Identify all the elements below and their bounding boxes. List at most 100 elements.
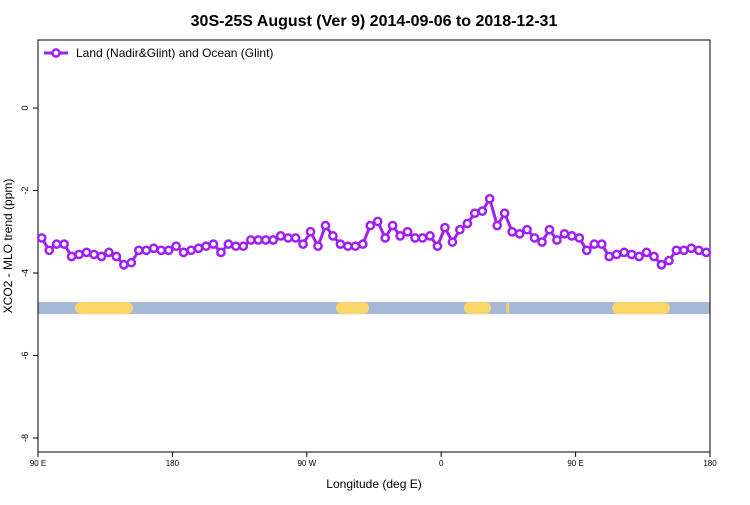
series-marker (193, 243, 204, 254)
chart-title: 30S-25S August (Ver 9) 2014-09-06 to 201… (191, 13, 558, 30)
series-marker (686, 243, 697, 254)
series-marker (305, 226, 316, 237)
series-marker (462, 218, 473, 229)
series-marker (432, 241, 443, 252)
series-marker (611, 249, 622, 260)
series-marker (664, 255, 674, 266)
series-marker (320, 220, 331, 231)
series-marker (499, 208, 510, 219)
series-marker (201, 241, 211, 252)
series-marker (216, 247, 226, 258)
x-tick-label: 90 E (30, 459, 46, 468)
series-marker (537, 237, 547, 247)
series-marker (44, 245, 55, 256)
series-marker (395, 231, 405, 241)
series-marker (596, 239, 607, 249)
x-tick-label: 90 W (297, 459, 316, 468)
series-marker (268, 235, 279, 245)
series-marker (253, 235, 264, 245)
y-tick-label: -2 (20, 187, 30, 195)
y-tick-label: -8 (20, 434, 30, 442)
series-marker (335, 239, 346, 249)
series-marker (417, 233, 428, 243)
series-marker (402, 226, 413, 237)
series-marker (357, 239, 368, 249)
series-marker (313, 241, 323, 252)
series-marker (589, 239, 600, 249)
series-marker (163, 245, 174, 256)
series-marker (111, 251, 122, 262)
series-marker (223, 239, 234, 249)
land-segment (464, 302, 492, 315)
series-marker (245, 235, 256, 245)
series-marker (141, 245, 152, 256)
series-marker (74, 249, 84, 260)
series-marker (619, 247, 629, 258)
series-marker (133, 245, 144, 256)
series-marker (469, 208, 480, 219)
series-marker (484, 193, 495, 204)
series-marker (51, 239, 62, 249)
series-marker (410, 233, 420, 243)
series-marker (231, 241, 241, 252)
x-tick-label: 180 (703, 459, 717, 468)
legend-marker (51, 48, 61, 58)
series-marker (238, 241, 249, 252)
series-marker (544, 224, 555, 235)
series-marker (350, 241, 361, 252)
series-marker (492, 220, 503, 231)
series-marker (66, 251, 77, 262)
series-marker (380, 233, 391, 243)
series-marker (81, 247, 92, 258)
legend-label: Land (Nadir&Glint) and Ocean (Glint) (76, 46, 273, 60)
x-tick-label: 90 E (567, 459, 583, 468)
series-marker (671, 245, 682, 256)
series-marker (634, 251, 644, 262)
x-tick-label: 180 (166, 459, 180, 468)
land-segment (75, 302, 133, 315)
series-marker (96, 251, 107, 262)
series-marker (440, 222, 450, 233)
y-axis-label: XCO2 - MLO trend (ppm) (1, 179, 15, 314)
series-marker (208, 239, 219, 249)
y-tick-label: -4 (20, 269, 30, 277)
series-marker (148, 243, 159, 254)
series-marker (604, 251, 615, 262)
series-marker (626, 249, 637, 260)
series-marker (119, 259, 129, 270)
series-marker (447, 237, 458, 247)
ocean-band (38, 302, 710, 315)
series-marker (656, 259, 667, 270)
x-axis-label: Longitude (deg E) (326, 477, 421, 491)
series-marker (298, 239, 308, 249)
series-marker (178, 247, 189, 258)
y-tick-label: 0 (20, 106, 30, 111)
series-marker (641, 247, 652, 258)
series-marker (552, 235, 562, 245)
series-marker (649, 251, 659, 262)
plot-frame (37, 39, 711, 453)
series-marker (89, 249, 99, 260)
series-marker (156, 245, 167, 256)
series-marker (275, 231, 286, 241)
series-marker (425, 231, 435, 241)
series-marker (343, 241, 353, 252)
series-marker (581, 245, 592, 256)
series-marker (290, 233, 301, 243)
series-marker (186, 245, 196, 256)
series-marker (126, 257, 137, 268)
series-marker (260, 235, 271, 245)
series-marker (372, 216, 383, 227)
series-marker (387, 220, 398, 231)
series-marker (171, 241, 181, 252)
series-marker (477, 206, 488, 217)
series-marker (514, 228, 525, 239)
series-marker (59, 239, 69, 249)
series-marker (365, 220, 376, 231)
series-marker (574, 233, 585, 243)
series-marker (679, 245, 689, 256)
series-marker (693, 245, 704, 256)
series-marker (701, 247, 712, 258)
series-marker (559, 228, 570, 239)
